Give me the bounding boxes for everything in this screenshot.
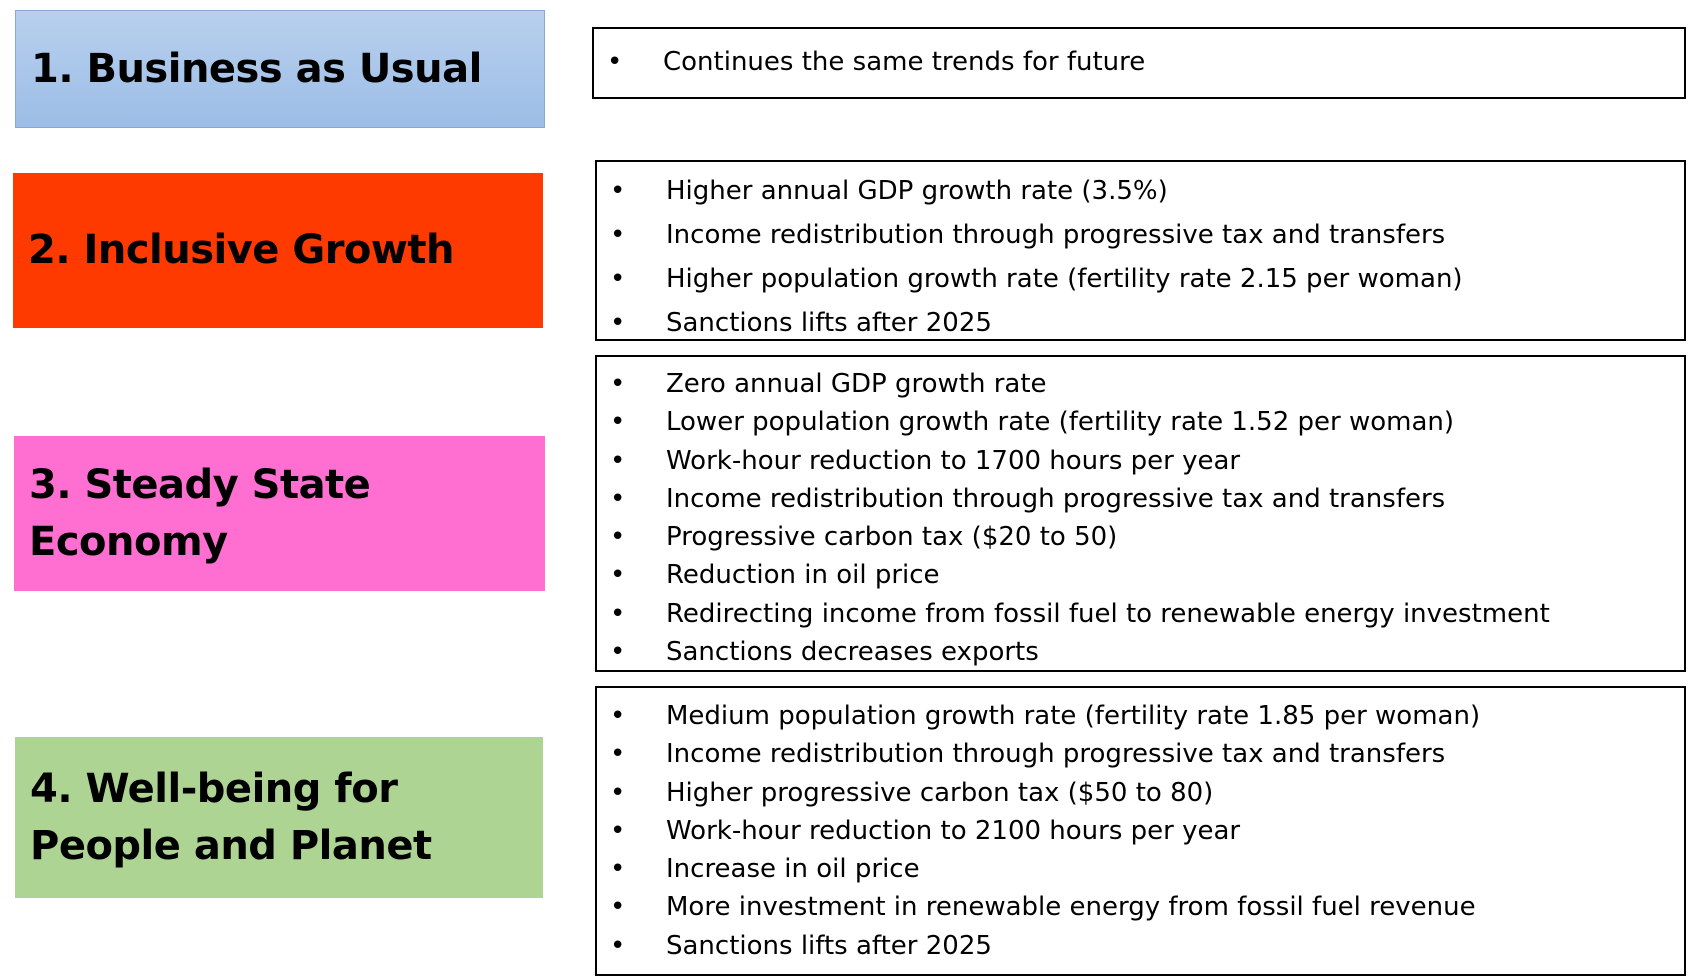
- list-item: • Sanctions lifts after 2025: [597, 927, 1684, 965]
- bullet-icon: •: [610, 560, 626, 591]
- bullet-icon: •: [610, 308, 626, 338]
- bullet-icon: •: [610, 369, 626, 399]
- list-item: • Progressive carbon tax ($20 to 50): [597, 518, 1684, 556]
- scenario-4-description-box: • Medium population growth rate (fertilit…: [595, 686, 1686, 976]
- list-item: • Continues the same trends for future: [607, 47, 1146, 77]
- bullet-icon: •: [610, 598, 626, 629]
- bullet-icon: •: [610, 854, 626, 885]
- bullet-icon: •: [610, 739, 626, 770]
- scenario-2-label: 2. Inclusive Growth: [13, 173, 543, 328]
- list-item: • Work-hour reduction to 1700 hours per y…: [597, 442, 1684, 480]
- list-item: • Income redistribution through progressi…: [597, 735, 1684, 773]
- bullet-icon: •: [610, 483, 626, 514]
- list-item: • Medium population growth rate (fertilit…: [597, 697, 1684, 735]
- bullet-icon: •: [610, 407, 626, 438]
- list-item: • Higher annual GDP growth rate (3.5%): [597, 169, 1684, 213]
- bullet-icon: •: [610, 445, 626, 476]
- bullet-icon: •: [610, 637, 626, 668]
- bullet-icon: •: [610, 815, 626, 846]
- bullet-icon: •: [610, 701, 626, 731]
- list-item: • Higher progressive carbon tax ($50 to 8…: [597, 774, 1684, 812]
- bullet-icon: •: [610, 892, 626, 923]
- scenario-1-bullet-list: • Continues the same trends for future: [594, 29, 1684, 79]
- list-item: • Higher population growth rate (fertilit…: [597, 257, 1684, 301]
- list-item: • Increase in oil price: [597, 850, 1684, 888]
- scenario-3-description-box: • Zero annual GDP growth rate • Lower popu…: [595, 355, 1686, 672]
- list-item: • Sanctions lifts after 2025: [597, 301, 1684, 345]
- scenario-1-description-box: • Continues the same trends for future: [592, 27, 1686, 99]
- scenario-3-label: 3. Steady State Economy: [14, 436, 545, 591]
- list-item: • Lower population growth rate (fertility…: [597, 403, 1684, 441]
- list-item: • Reduction in oil price: [597, 556, 1684, 594]
- list-item: • Income redistribution through progressi…: [597, 480, 1684, 518]
- scenario-2-bullet-list: • Higher annual GDP growth rate (3.5%) • I…: [597, 162, 1684, 345]
- scenario-3-title: 3. Steady State Economy: [29, 461, 371, 565]
- bullet-icon: •: [610, 930, 626, 961]
- scenario-1-title: 1. Business as Usual: [31, 45, 482, 92]
- list-item: • Income redistribution through progressi…: [597, 213, 1684, 257]
- bullet-icon: •: [607, 47, 623, 77]
- scenario-4-bullet-list: • Medium population growth rate (fertilit…: [597, 688, 1684, 965]
- bullet-icon: •: [610, 220, 626, 250]
- bullet-icon: •: [610, 777, 626, 808]
- scenario-3-bullet-list: • Zero annual GDP growth rate • Lower popu…: [597, 357, 1684, 671]
- list-item: • Redirecting income from fossil fuel to …: [597, 595, 1684, 633]
- bullet-icon: •: [610, 264, 626, 294]
- list-item: • Zero annual GDP growth rate: [597, 365, 1684, 403]
- bullet-icon: •: [610, 176, 626, 206]
- scenario-1-label: 1. Business as Usual: [15, 10, 545, 128]
- scenario-2-title: 2. Inclusive Growth: [28, 227, 454, 273]
- bullet-icon: •: [610, 522, 626, 553]
- scenario-4-title: 4. Well-being for People and Planet: [30, 765, 432, 869]
- list-item: • Work-hour reduction to 2100 hours per y…: [597, 812, 1684, 850]
- list-item: • Sanctions decreases exports: [597, 633, 1684, 671]
- list-item: • More investment in renewable energy fro…: [597, 888, 1684, 926]
- scenario-4-label: 4. Well-being for People and Planet: [15, 737, 543, 898]
- scenario-2-description-box: • Higher annual GDP growth rate (3.5%) • I…: [595, 160, 1686, 341]
